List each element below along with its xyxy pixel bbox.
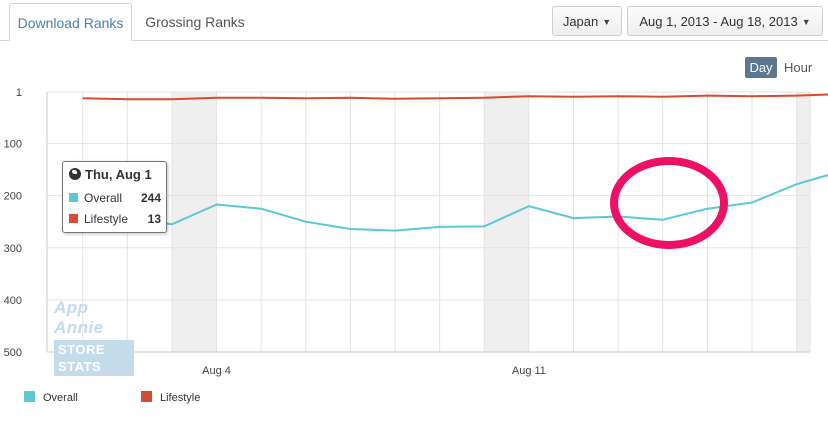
x-tick-label: Aug 4 bbox=[202, 365, 231, 377]
overall-swatch bbox=[69, 193, 78, 202]
tooltip-value: 244 bbox=[140, 191, 161, 205]
country-dropdown[interactable]: Japan ▼ bbox=[552, 6, 622, 36]
app-annie-watermark: App Annie STORE STATS bbox=[54, 298, 134, 376]
tooltip-label: Overall bbox=[84, 191, 123, 205]
watermark-brand: App Annie bbox=[54, 298, 104, 337]
tooltip-row-lifestyle: Lifestyle 13 bbox=[69, 211, 161, 227]
tooltip-date: Thu, Aug 1 bbox=[85, 167, 152, 182]
y-tick-label: 500 bbox=[4, 347, 22, 359]
rank-tabs: Download Ranks Grossing Ranks bbox=[0, 0, 828, 42]
highlight-circle bbox=[610, 157, 728, 249]
chevron-down-icon: ▼ bbox=[602, 17, 612, 27]
lifestyle-swatch bbox=[141, 391, 152, 402]
lifestyle-swatch bbox=[69, 214, 78, 223]
tab-grossing-ranks[interactable]: Grossing Ranks bbox=[145, 14, 245, 30]
tooltip-value: 13 bbox=[147, 212, 161, 226]
overall-swatch bbox=[24, 391, 35, 402]
legend-item-lifestyle[interactable]: Lifestyle bbox=[141, 391, 200, 405]
y-tick-label: 200 bbox=[4, 191, 22, 203]
tab-download-ranks[interactable]: Download Ranks bbox=[9, 3, 132, 41]
tooltip-row-overall: Overall 244 bbox=[69, 190, 161, 206]
y-tick-label: 400 bbox=[4, 295, 22, 307]
hour-toggle-button[interactable]: Hour bbox=[784, 60, 813, 75]
watermark-subtitle: STORE STATS bbox=[54, 340, 134, 376]
weekend-band bbox=[484, 92, 529, 352]
tab-divider bbox=[0, 40, 828, 41]
tooltip-title: Thu, Aug 1 bbox=[69, 167, 152, 182]
legend-label: Lifestyle bbox=[160, 392, 201, 404]
x-tick-label: Aug 11 bbox=[512, 365, 546, 377]
chevron-down-icon: ▼ bbox=[801, 17, 811, 27]
y-tick-label: 100 bbox=[4, 139, 22, 151]
date-range-value: Aug 1, 2013 - Aug 18, 2013 bbox=[639, 14, 798, 29]
weekend-band bbox=[796, 92, 810, 352]
day-toggle-button[interactable]: Day bbox=[745, 57, 777, 78]
globe-icon bbox=[69, 168, 81, 180]
y-tick-label: 300 bbox=[4, 243, 22, 255]
legend-item-overall[interactable]: Overall bbox=[24, 391, 78, 405]
country-value: Japan bbox=[562, 14, 599, 29]
y-tick-label: 1 bbox=[16, 87, 22, 99]
legend-label: Overall bbox=[43, 392, 78, 404]
rank-chart: 1 100 200 300 400 500 Aug 4 Aug 11 bbox=[4, 87, 828, 377]
tooltip-label: Lifestyle bbox=[84, 212, 129, 226]
date-range-dropdown[interactable]: Aug 1, 2013 - Aug 18, 2013 ▼ bbox=[627, 6, 823, 36]
series-line-lifestyle bbox=[82, 93, 828, 101]
chart-tooltip: Thu, Aug 1 Overall 244 Lifestyle 13 bbox=[62, 161, 167, 233]
